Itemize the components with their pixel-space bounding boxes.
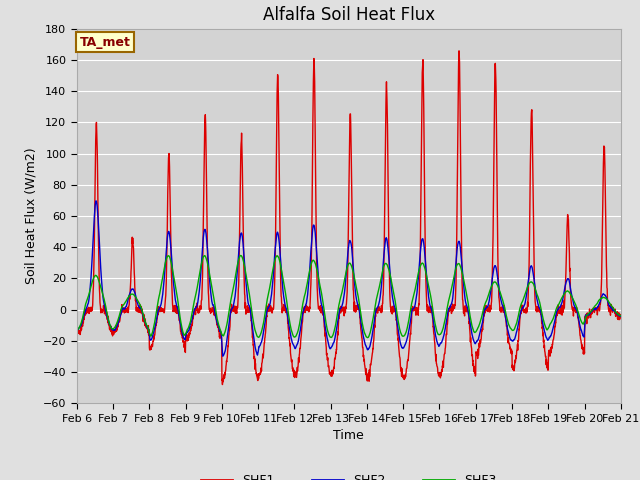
- Y-axis label: Soil Heat Flux (W/m2): Soil Heat Flux (W/m2): [24, 148, 37, 284]
- SHF2: [617, 313, 625, 319]
- SHF3: [73, 327, 81, 333]
- SHF2: [365, 346, 372, 351]
- SHF1: [617, 313, 625, 319]
- SHF1: [455, 48, 463, 54]
- SHF1: [219, 382, 227, 387]
- SHF2: [584, 312, 592, 317]
- SHF3: [377, 277, 385, 283]
- SHF3: [508, 326, 515, 332]
- SHF1: [225, 333, 232, 338]
- SHF3: [570, 296, 577, 302]
- X-axis label: Time: Time: [333, 429, 364, 442]
- SHF2: [508, 337, 515, 343]
- SHF1: [584, 312, 592, 317]
- Line: SHF3: SHF3: [77, 255, 621, 337]
- SHF3: [365, 334, 372, 339]
- SHF3: [364, 335, 371, 340]
- SHF3: [584, 311, 592, 317]
- Line: SHF2: SHF2: [77, 201, 621, 356]
- Legend: SHF1, SHF2, SHF3: SHF1, SHF2, SHF3: [196, 469, 502, 480]
- SHF3: [225, 312, 232, 318]
- SHF3: [237, 252, 244, 258]
- SHF2: [92, 198, 100, 204]
- Text: TA_met: TA_met: [79, 36, 131, 48]
- SHF1: [365, 372, 372, 378]
- SHF2: [377, 290, 385, 296]
- SHF1: [73, 329, 81, 335]
- SHF2: [225, 322, 233, 327]
- SHF2: [219, 353, 227, 359]
- SHF2: [73, 327, 81, 333]
- SHF1: [508, 350, 515, 356]
- SHF2: [570, 299, 577, 305]
- Line: SHF1: SHF1: [77, 51, 621, 384]
- Title: Alfalfa Soil Heat Flux: Alfalfa Soil Heat Flux: [263, 6, 435, 24]
- SHF1: [376, 307, 384, 312]
- SHF1: [570, 305, 577, 311]
- SHF3: [617, 313, 625, 319]
